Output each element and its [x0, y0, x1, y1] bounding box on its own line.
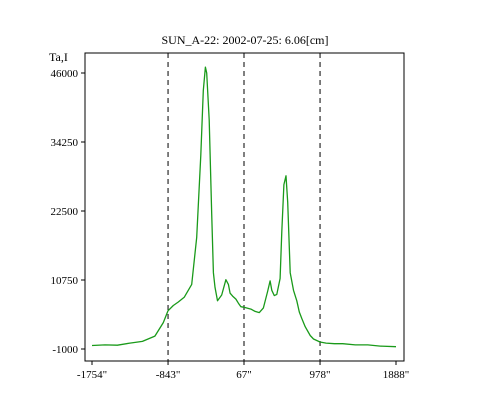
x-tick-label: 1888" — [383, 369, 410, 381]
x-tick-label: 67" — [236, 369, 252, 381]
series-layer — [91, 66, 397, 348]
y-tick-label: 22500 — [51, 206, 79, 218]
y-tick-label: -1000 — [52, 344, 78, 356]
reference-lines — [167, 53, 321, 361]
y-tick-label: 46000 — [51, 68, 79, 80]
series-line — [91, 66, 397, 348]
y-tick-label: 34250 — [51, 137, 79, 149]
y-axis-label: Ta,I — [49, 50, 68, 64]
x-tick-label: -843" — [156, 369, 181, 381]
y-tick-label: 10750 — [51, 275, 79, 287]
chart-title: SUN_A-22: 2002-07-25: 6.06[cm] — [162, 33, 329, 47]
x-tick-label: -1754" — [77, 369, 107, 381]
tick-layer: -1754" -843" 67" 978" 1888" -1000 10750 22500 34… — [51, 68, 410, 381]
x-tick-label: 978" — [310, 369, 331, 381]
